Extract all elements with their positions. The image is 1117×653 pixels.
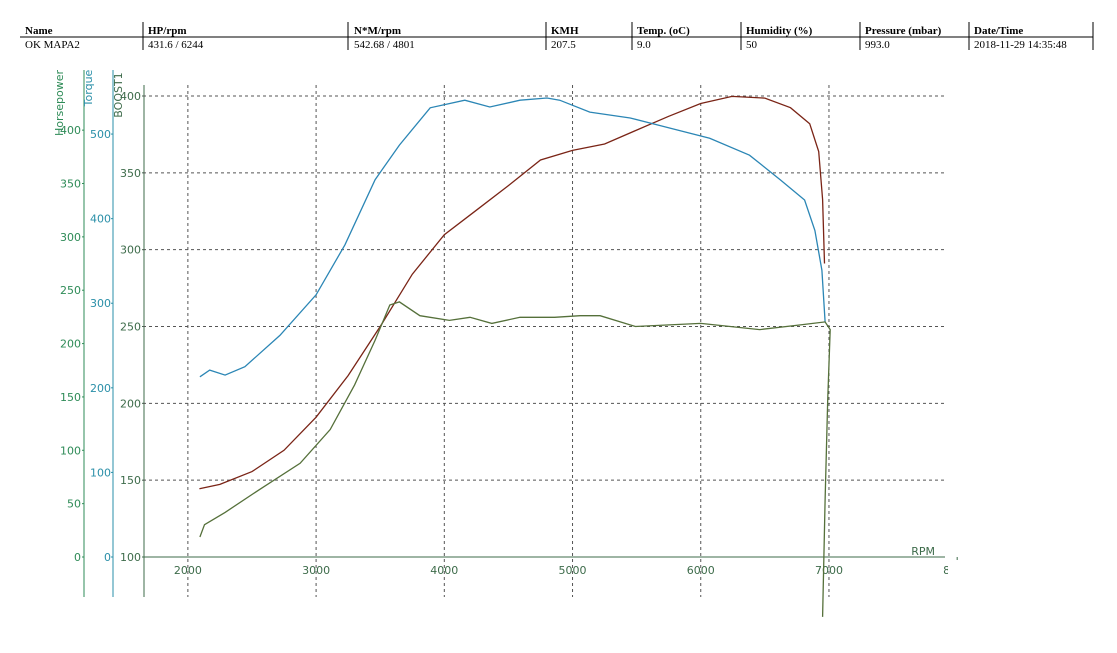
cell: 542.68 / 4801 (354, 39, 415, 51)
column-header: Name (25, 25, 53, 37)
y-tick-label: 200 (90, 382, 111, 395)
x-tick-label: 8000 (943, 564, 971, 577)
y-tick-label: 0 (104, 551, 111, 564)
y-axis-title: Horsepower (53, 70, 66, 136)
data-line (199, 301, 831, 617)
y-tick-label: 100 (120, 551, 141, 564)
x-tick-label: 4000 (430, 564, 458, 577)
y-tick-label: 300 (120, 244, 141, 257)
y-tick-label: 150 (60, 391, 81, 404)
y-tick-label: 400 (60, 124, 81, 137)
cell: 207.5 (551, 39, 576, 51)
cell: 50 (746, 39, 758, 51)
cell: 2018-11-29 14:35:48 (974, 39, 1067, 51)
column-header: Date/Time (974, 25, 1023, 37)
column-header: KMH (551, 25, 579, 37)
header-table: Name OK MAPA2 HP/rpm 431.6 / 6244 N*M/rpm 542… (25, 22, 1094, 51)
data-line (199, 97, 826, 378)
y-tick-label: 250 (120, 321, 141, 334)
x-tick-label: 2000 (174, 564, 202, 577)
x-tick-label: 6000 (687, 564, 715, 577)
column-header: HP/rpm (148, 25, 187, 37)
y-tick-label: 400 (120, 90, 141, 103)
cell: 431.6 / 6244 (148, 39, 204, 51)
column-header: N*M/rpm (354, 25, 401, 37)
cell: 993.0 (865, 39, 890, 51)
x-axis-title: RPM (911, 545, 935, 558)
x-tick-label: 7000 (815, 564, 843, 577)
y-tick-label: 300 (90, 297, 111, 310)
y-tick-label: 200 (120, 397, 141, 410)
y-tick-label: 200 (60, 338, 81, 351)
y-tick-label: 250 (60, 284, 81, 297)
y-tick-label: 300 (60, 231, 81, 244)
y-tick-label: 100 (90, 466, 111, 479)
cell: OK MAPA2 (25, 39, 80, 51)
y-tick-label: 350 (60, 178, 81, 191)
y-axis-title: Torque (82, 69, 95, 107)
y-tick-label: 50 (67, 498, 81, 511)
x-tick-label: 5000 (559, 564, 587, 577)
column-header: Humidity (%) (746, 25, 813, 37)
x-tick-label: 3000 (302, 564, 330, 577)
y-tick-label: 400 (90, 213, 111, 226)
data-line (199, 95, 826, 490)
column-header: Pressure (mbar) (865, 25, 942, 37)
y-tick-label: 500 (90, 128, 111, 141)
cell: 9.0 (637, 39, 651, 51)
plot: Horsepower 0 50 100 150 200 250 300 350 400 Torque… (53, 69, 971, 617)
column-header: Temp. (oC) (637, 25, 690, 37)
y-tick-label: 150 (120, 474, 141, 487)
y-tick-label: 350 (120, 167, 141, 180)
y-tick-label: 0 (74, 551, 81, 564)
y-tick-label: 100 (60, 444, 81, 457)
y-axis-title: BOOST1 (112, 72, 125, 117)
